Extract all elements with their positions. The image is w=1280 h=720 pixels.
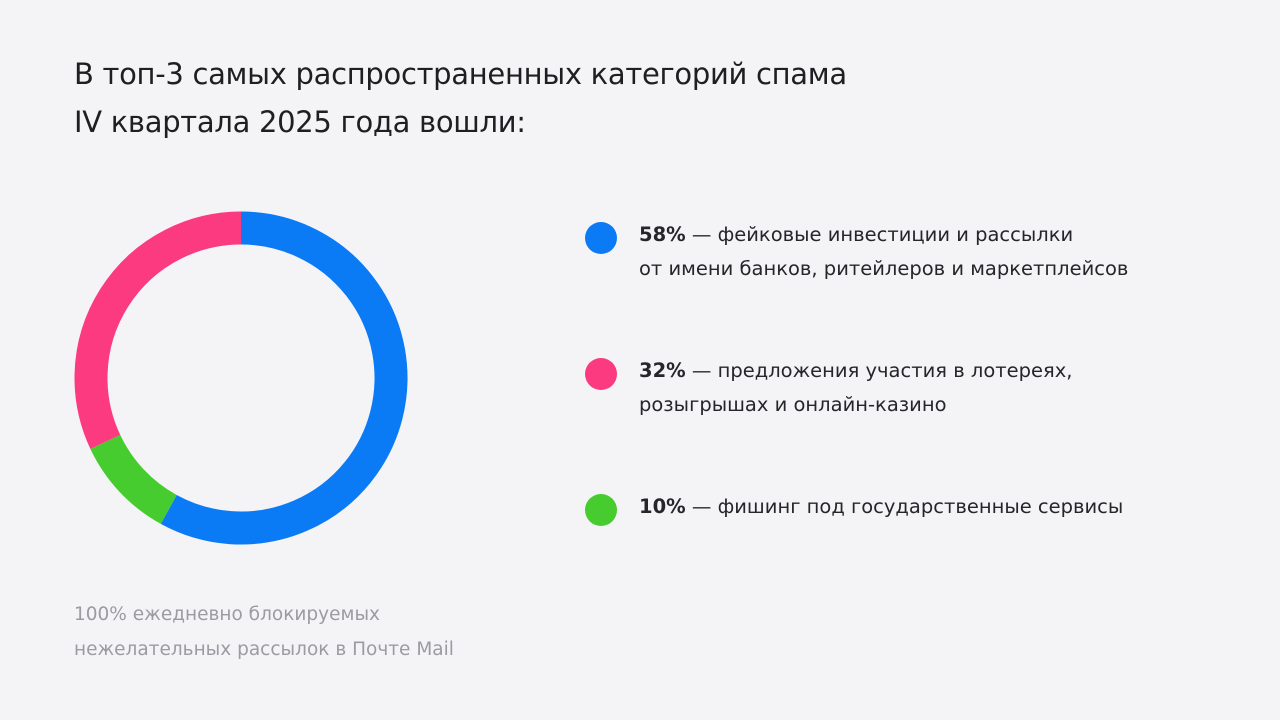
legend-label: — фейковые инвестиции и рассылки [685, 223, 1074, 246]
donut-slice-investments [160, 211, 408, 545]
legend-line-1: 58% — фейковые инвестиции и рассылки [639, 218, 1128, 252]
chart-title: В топ-3 самых распространенных категорий… [74, 50, 974, 146]
chart-title-line-1: В топ-3 самых распространенных категорий… [74, 57, 847, 91]
legend-percent: 58% [639, 223, 686, 246]
legend-percent: 10% [639, 495, 686, 518]
donut-chart [74, 211, 408, 545]
legend-line-2: от имени банков, ритейлеров и маркетплей… [639, 257, 1129, 280]
legend-line-1: 32% — предложения участия в лотереях, [639, 354, 1072, 388]
legend-line-1: 10% — фишинг под государственные сервисы [639, 490, 1123, 524]
legend-text-lotteries: 32% — предложения участия в лотереях, ро… [639, 354, 1072, 422]
donut-slice-lotteries [74, 211, 242, 449]
legend-percent: 32% [639, 359, 686, 382]
legend-dot-green [585, 494, 617, 526]
legend-text-phishing: 10% — фишинг под государственные сервисы [639, 490, 1123, 524]
legend-label: — фишинг под государственные сервисы [685, 495, 1124, 518]
footnote-line-2: нежелательных рассылок в Почте Mail [74, 639, 454, 660]
legend-dot-blue [585, 222, 617, 254]
legend-dot-pink [585, 358, 617, 390]
chart-title-line-2: IV квартала 2025 года вошли: [74, 105, 526, 139]
footnote: 100% ежедневно блокируемых нежелательных… [74, 597, 454, 667]
donut-slice-phishing [90, 434, 178, 524]
legend-label: — предложения участия в лотереях, [685, 359, 1073, 382]
legend-text-investments: 58% — фейковые инвестиции и рассылки от … [639, 218, 1128, 286]
legend-line-2: розыгрышах и онлайн-казино [639, 393, 947, 416]
footnote-line-1: 100% ежедневно блокируемых [74, 604, 380, 625]
